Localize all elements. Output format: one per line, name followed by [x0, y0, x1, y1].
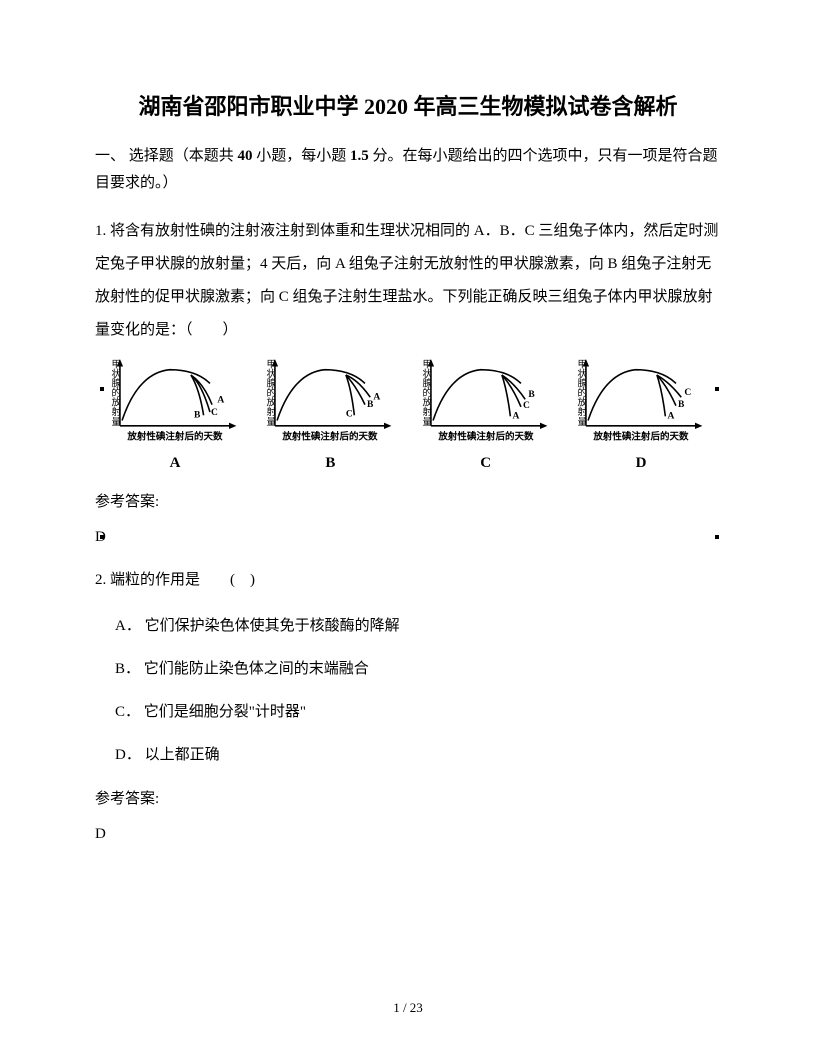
chart-svg: 甲状腺的放射量 BCA 放射性碘注射后的天数 [411, 357, 561, 447]
section-score: 1.5 [350, 148, 369, 164]
question-1-text: 1. 将含有放射性碘的注射液注射到体重和生理状况相同的 A．B．C 三组兔子体内… [95, 215, 721, 347]
corner-mark [100, 535, 104, 539]
chart-svg: 甲状腺的放射量 CBA 放射性碘注射后的天数 [566, 357, 716, 447]
q2-answer-label: 参考答案: [95, 787, 721, 808]
svg-text:放射性碘注射后的天数: 放射性碘注射后的天数 [282, 431, 379, 443]
svg-text:A: A [217, 396, 224, 406]
chart-item: 甲状腺的放射量 ABC 放射性碘注射后的天数 A [100, 357, 250, 472]
corner-mark [715, 535, 719, 539]
q2-option-c: C． 它们是细胞分裂"计时器" [115, 699, 721, 726]
q2-option-a: A． 它们保护染色体使其免于核酸酶的降解 [115, 613, 721, 640]
chart-row: 甲状腺的放射量 ABC 放射性碘注射后的天数 A 甲状腺的放射量 ABC 放射性… [95, 357, 721, 472]
chart-label: D [636, 455, 647, 472]
q2-option-b: B． 它们能防止染色体之间的末端融合 [115, 656, 721, 683]
q1-answer: D [95, 529, 721, 546]
svg-text:C: C [346, 409, 353, 419]
section-prefix: 一、 选择题（本题共 [95, 148, 238, 164]
chart-label: C [480, 455, 491, 472]
svg-text:B: B [678, 400, 685, 410]
section-count: 40 [238, 148, 253, 164]
q2-answer: D [95, 826, 721, 843]
svg-text:B: B [367, 400, 374, 410]
chart-item: 甲状腺的放射量 CBA 放射性碘注射后的天数 D [566, 357, 716, 472]
svg-text:A: A [512, 411, 519, 421]
svg-text:放射性碘注射后的天数: 放射性碘注射后的天数 [126, 431, 223, 443]
svg-text:C: C [211, 408, 218, 418]
chart-label: B [325, 455, 335, 472]
svg-text:C: C [684, 388, 691, 398]
chart-svg: 甲状腺的放射量 ABC 放射性碘注射后的天数 [100, 357, 250, 447]
svg-text:C: C [523, 401, 530, 411]
chart-label: A [170, 455, 181, 472]
svg-text:B: B [528, 390, 535, 400]
corner-mark [715, 387, 719, 391]
q1-answer-label: 参考答案: [95, 490, 721, 511]
svg-text:A: A [374, 392, 381, 402]
svg-text:B: B [194, 410, 201, 420]
chart-item: 甲状腺的放射量 ABC 放射性碘注射后的天数 B [255, 357, 405, 472]
corner-mark [100, 387, 104, 391]
svg-text:放射性碘注射后的天数: 放射性碘注射后的天数 [592, 431, 689, 443]
chart-svg: 甲状腺的放射量 ABC 放射性碘注射后的天数 [255, 357, 405, 447]
section-mid1: 小题，每小题 [253, 148, 351, 164]
page-number: 1 / 23 [0, 1000, 816, 1016]
svg-text:A: A [667, 411, 674, 421]
question-2-text: 2. 端粒的作用是 ( ) [95, 564, 721, 597]
q2-option-d: D． 以上都正确 [115, 742, 721, 769]
svg-text:放射性碘注射后的天数: 放射性碘注射后的天数 [437, 431, 534, 443]
section-header: 一、 选择题（本题共 40 小题，每小题 1.5 分。在每小题给出的四个选项中，… [95, 143, 721, 197]
page-title: 湖南省邵阳市职业中学 2020 年高三生物模拟试卷含解析 [95, 90, 721, 123]
chart-item: 甲状腺的放射量 BCA 放射性碘注射后的天数 C [411, 357, 561, 472]
